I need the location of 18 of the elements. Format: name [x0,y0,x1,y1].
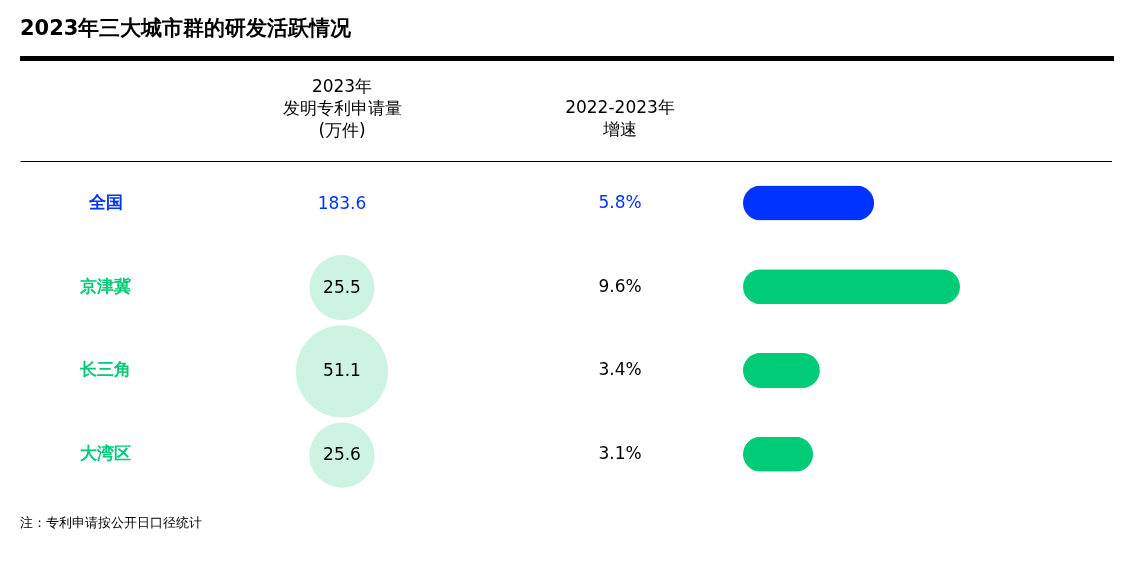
data-label: 183.6 [317,192,367,213]
y-tick-label: 长三角 [79,359,131,380]
text: 注：专利申请按公开日口径统计 [20,514,202,532]
data-label: 3.1% [598,443,642,464]
data-label: 25.6 [323,444,361,465]
y-tick-label: 大湾区 [80,443,131,464]
x-axis-title: 2022-2023年增速 [565,97,675,139]
text: 2023年三大城市群的研发活跃情况 [20,15,352,42]
y-tick-label: 京津冀 [79,275,131,296]
data-label: 9.6% [598,275,642,296]
data-label: 51.1 [323,360,361,381]
data-label: 3.4% [598,359,642,380]
bar [743,269,960,305]
text: 2023年发明专利申请量(万件) [282,76,402,140]
y-tick-label: 全国 [87,191,123,212]
bar [743,185,875,221]
data-label: 5.8% [598,191,642,212]
data-label: 25.5 [323,276,361,297]
